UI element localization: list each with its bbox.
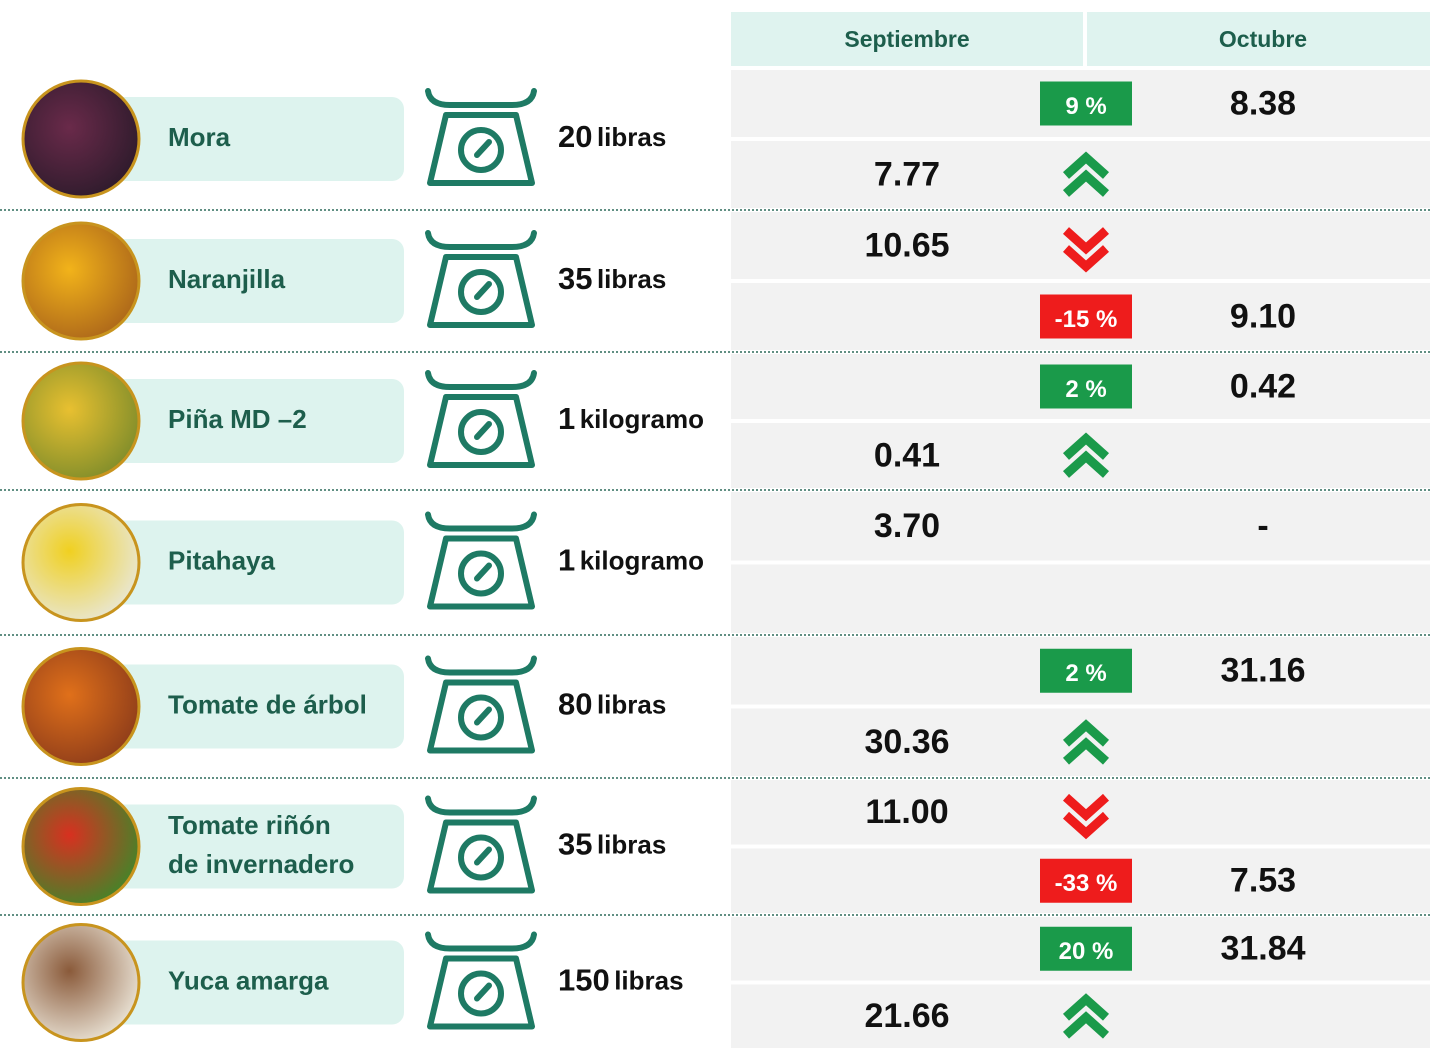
october-price: 7.53	[1230, 862, 1296, 900]
quantity: 150 libras	[558, 963, 684, 998]
scale-icon	[428, 659, 534, 751]
fruit-photo	[23, 649, 139, 765]
scale-icon	[428, 935, 534, 1027]
scale-needle	[477, 710, 489, 723]
change-label: -15 %	[1055, 306, 1118, 333]
scale-needle	[477, 142, 489, 155]
scale-top	[428, 91, 534, 105]
scale-top	[428, 935, 534, 949]
scale-icon	[428, 91, 534, 183]
october-price: 8.38	[1230, 84, 1296, 122]
quantity-unit: libras	[597, 122, 666, 152]
scale-icon	[428, 799, 534, 891]
product-name: Tomate de árbol	[168, 689, 367, 719]
september-price: 7.77	[874, 155, 940, 193]
quantity-unit: libras	[597, 829, 666, 859]
quantity-unit: kilogramo	[580, 404, 704, 434]
fruit-photo	[23, 789, 139, 905]
scale-top	[428, 659, 534, 673]
quantity: 20 libras	[558, 119, 666, 154]
september-price: 30.36	[864, 723, 949, 761]
change-label: 2 %	[1065, 376, 1106, 403]
october-price: 0.42	[1230, 367, 1296, 405]
product-name: Yuca amarga	[168, 965, 329, 995]
column-header: Octubre	[1219, 26, 1307, 52]
scale-icon	[428, 233, 534, 325]
quantity-number: 35	[558, 261, 592, 296]
quantity-unit: libras	[597, 689, 666, 719]
scale-top	[428, 373, 534, 387]
september-price: 0.41	[874, 436, 940, 474]
name-pill	[110, 97, 404, 181]
quantity: 80 libras	[558, 687, 666, 722]
product-name: Tomate riñón	[168, 810, 331, 840]
quantity-unit: kilogramo	[580, 545, 704, 575]
scale-icon	[428, 373, 534, 465]
value-band	[731, 565, 1430, 634]
quantity-number: 1	[558, 401, 575, 436]
scale-needle	[477, 284, 489, 297]
change-label: 20 %	[1059, 938, 1114, 965]
quantity: 1 kilogramo	[558, 543, 704, 578]
change-label: 2 %	[1065, 660, 1106, 687]
scale-needle	[477, 424, 489, 437]
fruit-photo	[23, 925, 139, 1041]
scale-needle	[477, 566, 489, 579]
quantity: 35 libras	[558, 827, 666, 862]
scale-top	[428, 515, 534, 529]
scale-icon	[428, 515, 534, 607]
quantity-number: 20	[558, 119, 592, 154]
scale-needle	[477, 850, 489, 863]
fruit-photo	[23, 81, 139, 197]
scale-top	[428, 799, 534, 813]
fruit-photo	[23, 505, 139, 621]
october-price: 9.10	[1230, 297, 1296, 335]
september-price: 11.00	[865, 793, 948, 831]
price-table: Septiembre Octubre Mora 20 libras 7.77 8.38…	[0, 0, 1430, 1050]
change-label: -33 %	[1055, 870, 1118, 897]
value-band	[731, 492, 1430, 561]
october-price: 31.84	[1220, 930, 1305, 968]
scale-top	[428, 233, 534, 247]
quantity-number: 80	[558, 687, 592, 722]
quantity-unit: libras	[614, 965, 683, 995]
fruit-photo	[23, 223, 139, 339]
column-header: Septiembre	[844, 26, 969, 52]
fruit-photo	[23, 363, 139, 479]
product-name: Naranjilla	[168, 264, 286, 294]
september-price: 10.65	[864, 226, 949, 264]
september-price: 3.70	[874, 507, 940, 545]
product-name: de invernadero	[168, 849, 354, 879]
quantity: 1 kilogramo	[558, 401, 704, 436]
quantity-number: 150	[558, 963, 610, 998]
quantity: 35 libras	[558, 261, 666, 296]
october-price: 31.16	[1220, 652, 1305, 690]
product-name: Piña MD –2	[168, 404, 307, 434]
change-label: 9 %	[1065, 93, 1106, 120]
quantity-number: 35	[558, 827, 592, 862]
quantity-number: 1	[558, 543, 575, 578]
product-name: Pitahaya	[168, 545, 275, 575]
scale-needle	[477, 986, 489, 999]
september-price: 21.66	[864, 997, 949, 1035]
october-price: -	[1257, 507, 1268, 545]
quantity-unit: libras	[597, 264, 666, 294]
product-name: Mora	[168, 122, 231, 152]
